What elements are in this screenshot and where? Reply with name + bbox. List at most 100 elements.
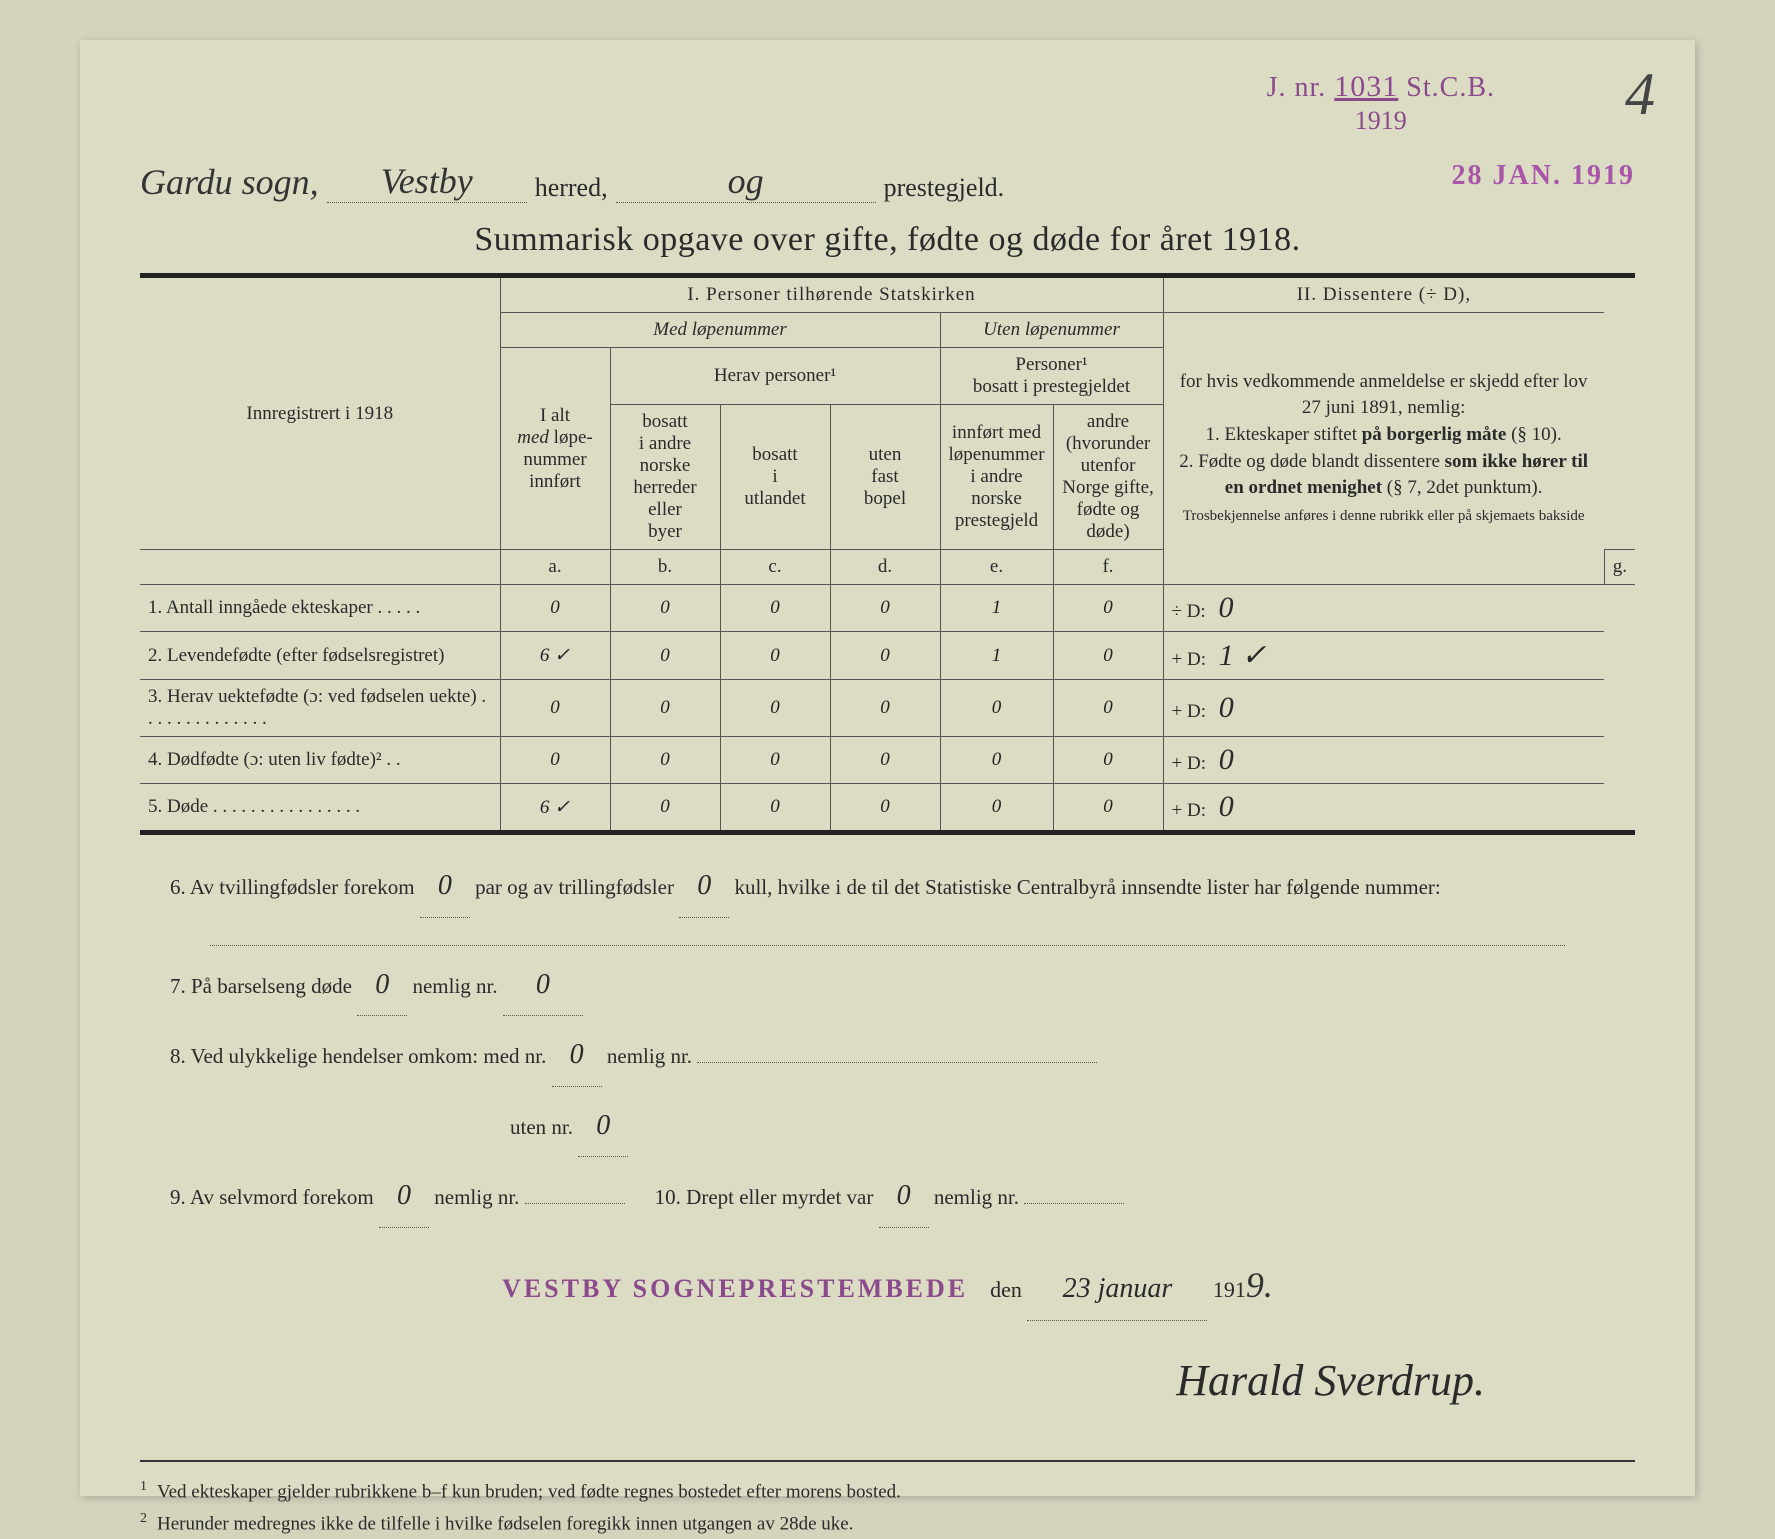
q7a: 7. På barselseng døde [170,974,352,998]
year-prefix: 191 [1213,1277,1246,1302]
q10b: nemlig nr. [934,1185,1019,1209]
row-label: 1. Antall inngåede ekteskaper . . . . . [140,585,500,632]
q8-v1: 0 [552,1024,602,1087]
cell-a: 6 ✓ [500,784,610,833]
q6a: 6. Av tvillingfødsler forekom [170,875,415,899]
cell-g: ÷ D: 0 [1163,585,1604,632]
col-a-header: I altmed løpe-nummerinnført [500,348,610,550]
letter-c: c. [720,550,830,585]
personer-bosatt-header: Personer¹bosatt i prestegjeldet [940,348,1163,405]
sogn-field: Gardu sogn, [140,161,319,203]
date-received-stamp: 28 JAN. 1919 [1452,160,1635,192]
q8b: nemlig nr. [607,1044,692,1068]
footnote-2: Herunder medregnes ikke de tilfelle i hv… [157,1513,853,1534]
col-d-header: utenfastbopel [830,405,940,550]
q9a: 9. Av selvmord forekom [170,1185,374,1209]
cell-e: 1 [940,585,1053,632]
col-e-header: innført medløpenummeri andrenorskepreste… [940,405,1053,550]
row-label: 5. Døde . . . . . . . . . . . . . . . . [140,784,500,833]
year-digit: 9. [1246,1265,1273,1305]
q9-v1: 0 [379,1165,429,1228]
main-table: Innregistrert i 1918 I. Personer tilhøre… [140,273,1635,835]
letter-e: e. [940,550,1053,585]
q8c: uten nr. [510,1115,573,1139]
q6c: kull, hvilke i de til det Statistiske Ce… [734,875,1440,899]
letter-b: b. [610,550,720,585]
q6b: par og av trillingfødsler [475,875,674,899]
cell-a: 0 [500,680,610,737]
cell-c: 0 [720,784,830,833]
cell-c: 0 [720,680,830,737]
jnr-suffix: St.C.B. [1406,72,1495,103]
stamp-year: 1919 [1267,106,1495,136]
table-row: 1. Antall inngåede ekteskaper . . . . .0… [140,585,1635,632]
cell-g: + D: 0 [1163,784,1604,833]
cell-c: 0 [720,632,830,680]
og-field: og [616,160,876,203]
row-label: 2. Levendefødte (efter fødselsregistret) [140,632,500,680]
table-row: 3. Herav uektefødte (ɔ: ved fødselen uek… [140,680,1635,737]
cell-f: 0 [1053,680,1163,737]
cell-f: 0 [1053,585,1163,632]
q8a: 8. Ved ulykkelige hendelser omkom: med n… [170,1044,546,1068]
section2-title: II. Dissentere (÷ D), [1163,276,1604,313]
herav-header: Herav personer¹ [610,348,940,405]
letter-g: g. [1604,550,1635,585]
sogn2-field: Vestby [327,160,527,203]
cell-d: 0 [830,680,940,737]
cell-d: 0 [830,585,940,632]
row-label: 3. Herav uektefødte (ɔ: ved fødselen uek… [140,680,500,737]
cell-e: 0 [940,680,1053,737]
cell-a: 0 [500,737,610,784]
cell-b: 0 [610,737,720,784]
med-lope-header: Med løpenummer [500,313,940,348]
cell-b: 0 [610,585,720,632]
uten-lope-header: Uten løpenummer [940,313,1163,348]
letter-f: f. [1053,550,1163,585]
letter-d: d. [830,550,940,585]
blank-line [210,926,1565,946]
col-f-header: andre(hvorunderutenforNorge gifte,fødte … [1053,405,1163,550]
col-c-header: bosattiutlandet [720,405,830,550]
cell-g: + D: 1 ✓ [1163,632,1604,680]
table-row: 4. Dødfødte (ɔ: uten liv fødte)² . .0000… [140,737,1635,784]
cell-b: 0 [610,784,720,833]
row-label: 4. Dødfødte (ɔ: uten liv fødte)² . . [140,737,500,784]
journal-stamp: J. nr. 1031 St.C.B. 1919 [1267,70,1495,136]
cell-d: 0 [830,784,940,833]
cell-f: 0 [1053,784,1163,833]
table-row: 2. Levendefødte (efter fødselsregistret)… [140,632,1635,680]
q7-v1: 0 [357,954,407,1017]
den-label: den [990,1277,1022,1302]
herred-label: herred, [535,173,608,203]
cell-d: 0 [830,737,940,784]
questions-below: 6. Av tvillingfødsler forekom 0 par og a… [140,855,1635,1430]
office-stamp: VESTBY SOGNEPRESTEMBEDE [502,1274,968,1303]
signature: Harald Sverdrup. [170,1333,1485,1430]
header-line: Gardu sogn, Vestby herred, og prestegjel… [140,160,1635,203]
cell-g: + D: 0 [1163,680,1604,737]
footnote-1: Ved ekteskaper gjelder rubrikkene b–f ku… [157,1481,901,1502]
cell-e: 0 [940,784,1053,833]
q7b: nemlig nr. [412,974,497,998]
prestegjeld-label: prestegjeld. [884,173,1005,203]
document-page: J. nr. 1031 St.C.B. 1919 4 28 JAN. 1919 … [80,40,1695,1496]
q9b: nemlig nr. [434,1185,519,1209]
cell-e: 1 [940,632,1053,680]
cell-a: 0 [500,585,610,632]
jnr-number: 1031 [1334,70,1398,103]
cell-c: 0 [720,585,830,632]
cell-f: 0 [1053,737,1163,784]
cell-c: 0 [720,737,830,784]
col-b-header: bosatti andrenorskeherrederellerbyer [610,405,720,550]
q8-v2: 0 [578,1095,628,1158]
jnr-prefix: J. nr. [1267,72,1327,103]
cell-f: 0 [1053,632,1163,680]
table-row: 5. Døde . . . . . . . . . . . . . . . .6… [140,784,1635,833]
q6-v2: 0 [679,855,729,918]
document-title: Summarisk opgave over gifte, fødte og dø… [140,221,1635,259]
cell-g: + D: 0 [1163,737,1604,784]
cell-b: 0 [610,632,720,680]
letter-a: a. [500,550,610,585]
q7-v2: 0 [503,954,583,1017]
